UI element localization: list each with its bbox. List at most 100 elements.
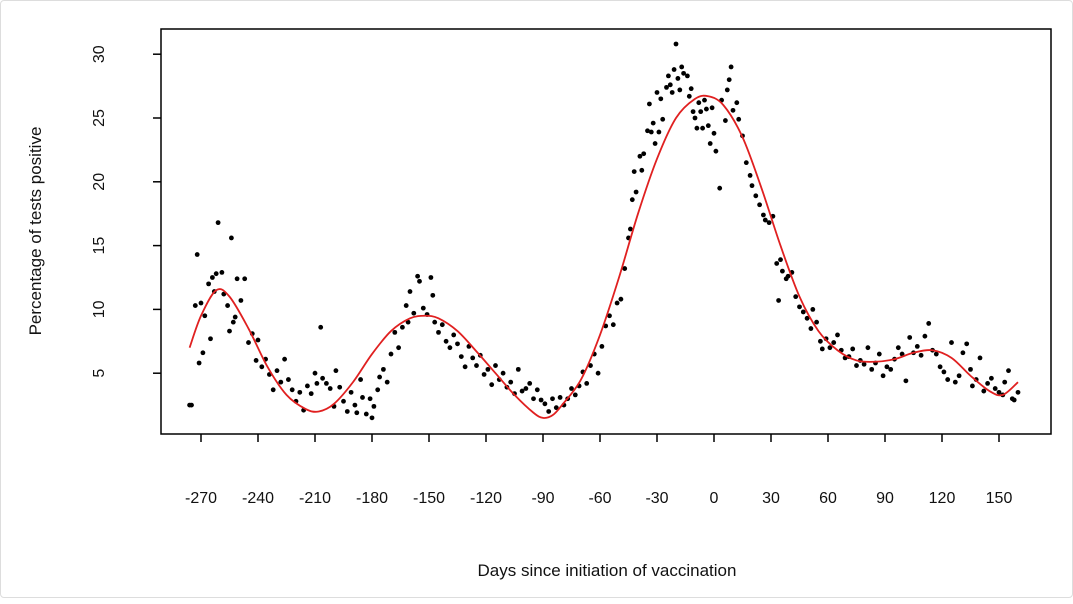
data-point [629,197,635,203]
data-point [546,409,552,414]
data-point [202,313,208,319]
y-tick-label: 25 [91,109,108,127]
data-point [865,345,871,351]
data-point [694,125,700,131]
data-point [774,261,780,266]
data-point [903,378,909,384]
data-point [876,351,882,357]
data-point [481,372,487,377]
data-point [880,373,886,379]
data-point [637,153,643,159]
data-point [297,389,303,395]
data-point [411,310,417,316]
data-point [702,97,707,103]
data-point [320,375,325,381]
data-point [462,364,468,370]
data-point [709,105,715,111]
data-point [762,217,768,223]
data-point [430,292,436,298]
data-point [734,100,740,106]
x-tick-label: -30 [645,490,668,507]
data-point [907,335,913,340]
data-point [785,273,791,279]
x-tick-label: 0 [710,490,719,507]
data-point [392,329,398,335]
data-point [941,369,947,375]
data-point [255,337,261,343]
x-tick-label: 150 [986,490,1013,507]
data-point [780,268,785,274]
data-point [388,351,394,357]
data-point [622,266,628,271]
data-point [189,402,194,408]
x-tick-label: 120 [929,490,956,507]
data-point [914,344,920,349]
data-point [327,386,333,391]
data-point [196,360,202,366]
data-point [289,387,295,393]
data-point [673,41,679,47]
data-point [664,84,669,90]
data-point [895,345,901,351]
y-axis-label: Percentage of tests positive [26,127,45,336]
data-point [690,109,696,115]
data-point [827,345,833,351]
data-point [607,313,612,319]
data-point [692,115,698,121]
data-point [253,358,259,363]
data-point [455,341,460,347]
data-point [369,415,375,421]
data-point [650,120,656,126]
data-point [246,340,251,345]
data-point [793,294,799,300]
data-point [192,303,198,308]
data-point [681,70,686,76]
data-point [647,101,652,107]
data-point [652,141,658,146]
data-point [553,405,559,411]
data-point [656,129,662,135]
data-point [800,309,806,315]
data-point [671,67,677,72]
data-point [436,329,441,335]
data-point [831,340,837,345]
data-point [933,351,939,357]
data-point [926,321,932,326]
data-point [447,345,453,351]
data-point [599,344,605,349]
data-point [677,87,683,93]
data-point [888,366,894,372]
data-point [354,410,360,416]
data-point [420,305,426,311]
data-point [667,82,673,88]
data-point [538,397,544,403]
data-point [949,340,954,345]
data-point [415,273,420,279]
data-point [645,128,650,134]
data-point [1011,397,1017,403]
data-point [523,386,529,391]
data-point [757,202,762,208]
data-point [270,387,276,393]
x-tick-label: -210 [299,490,331,507]
data-point [869,366,875,372]
data-point [443,338,449,344]
data-point [964,341,970,347]
data-point [227,328,232,334]
data-point [286,377,291,382]
data-point [515,366,521,372]
data-point [210,275,215,280]
data-point [324,381,329,386]
x-tick-label: 90 [876,490,894,507]
data-point [669,90,675,95]
data-point [312,370,318,376]
data-point [726,77,732,83]
data-point [922,333,928,339]
data-point [666,73,671,79]
data-point [717,185,723,191]
data-points [187,41,1021,421]
data-point [215,220,221,226]
data-point [736,116,742,122]
x-axis: -270 -240 -210 -180 -150 -120 -90 -60 -30 0 30 60 90… [185,434,1012,507]
